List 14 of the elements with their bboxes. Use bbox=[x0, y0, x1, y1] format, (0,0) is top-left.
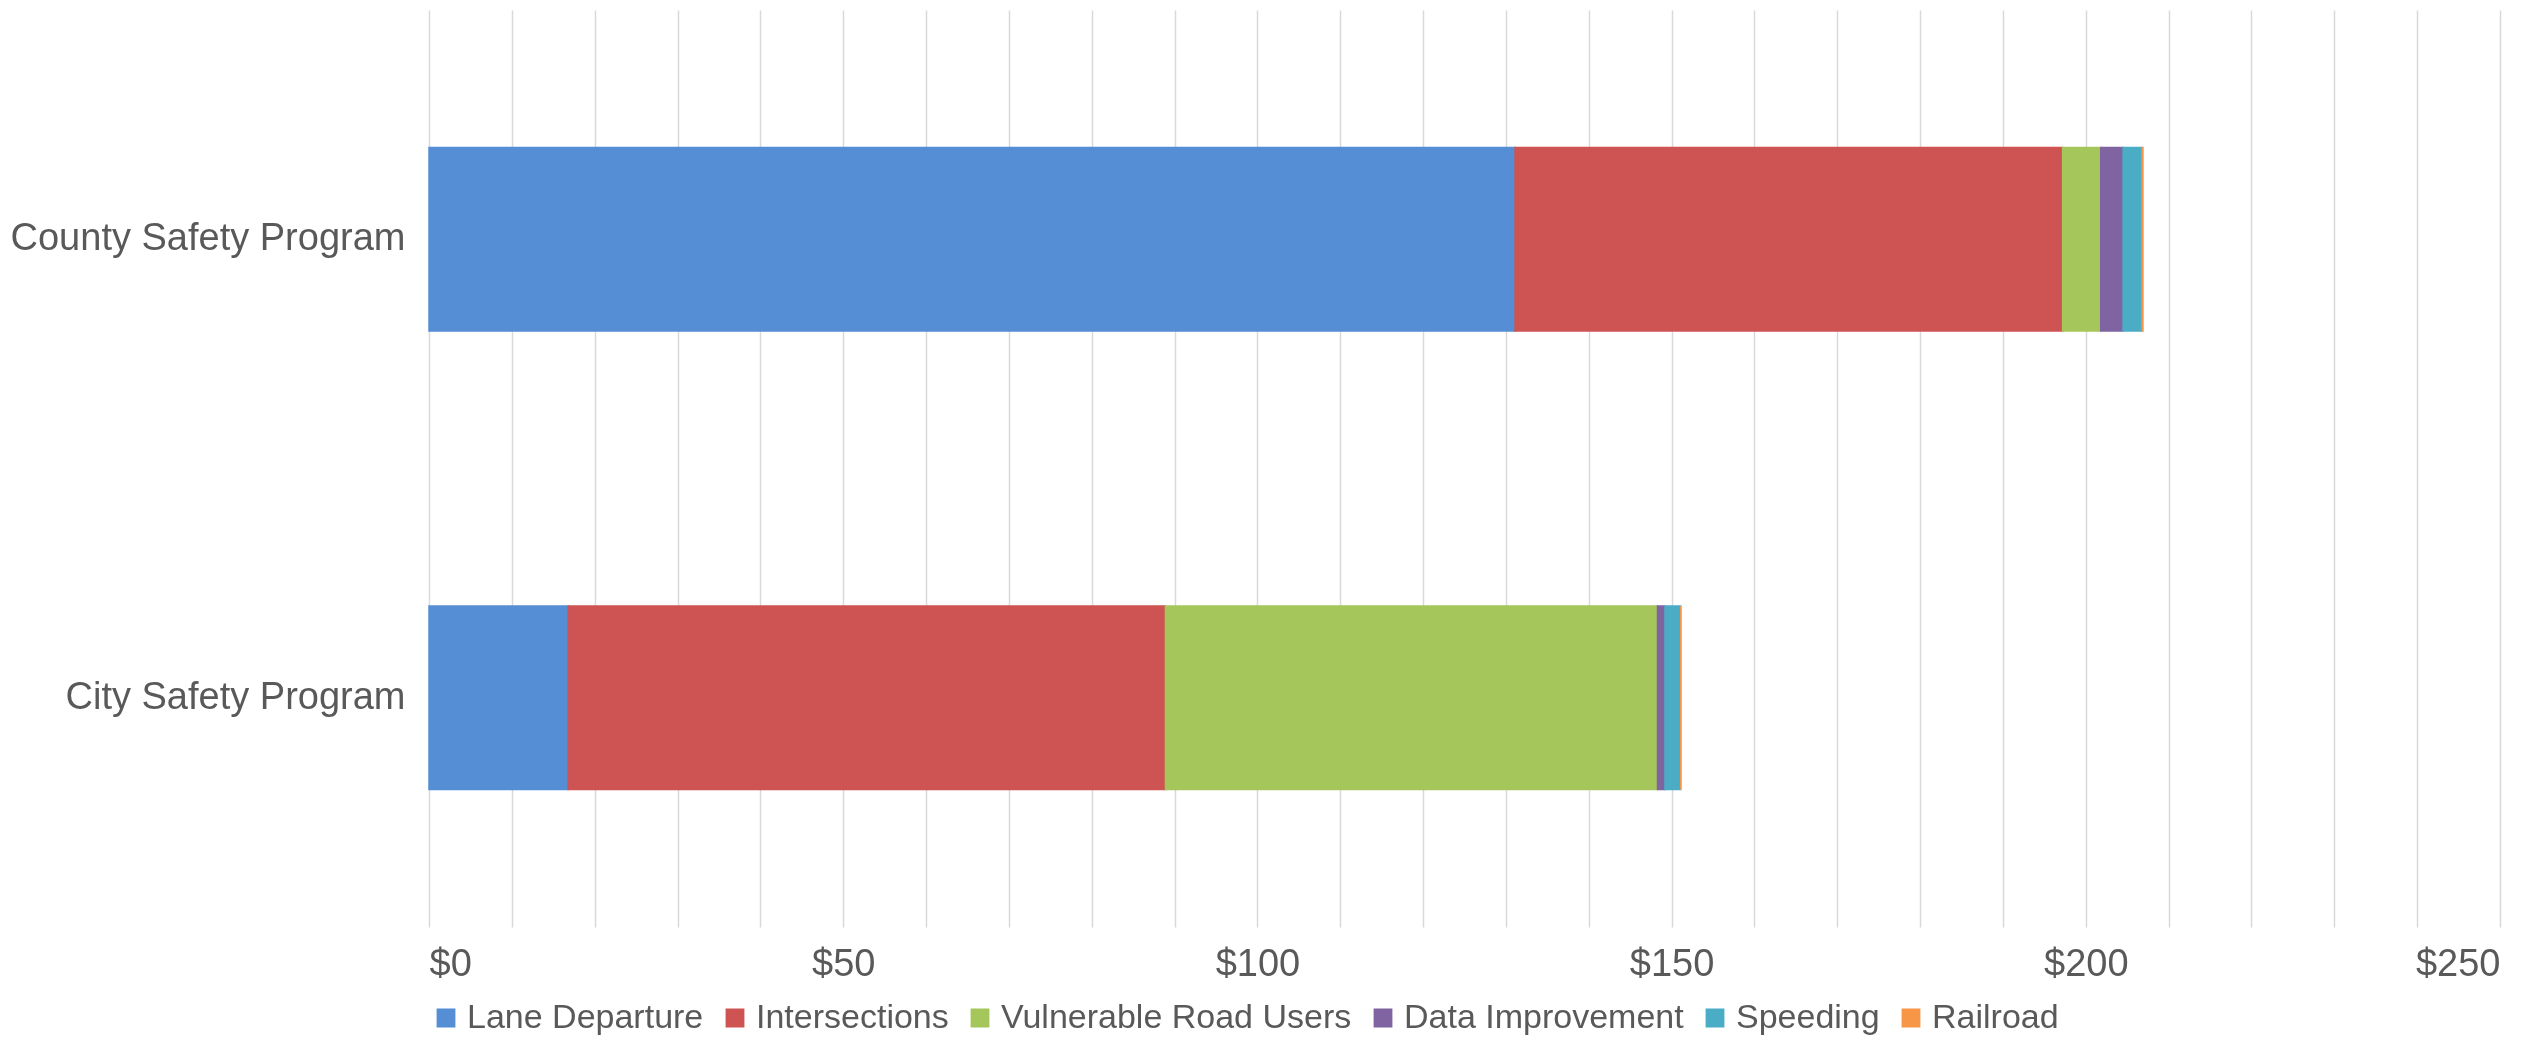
legend-label: Lane Departure bbox=[467, 997, 704, 1035]
x-tick-label: $150 bbox=[1629, 941, 1715, 984]
legend-label: Vulnerable Road Users bbox=[1001, 997, 1352, 1035]
y-tick-label: City Safety Program bbox=[65, 674, 406, 717]
x-tick-label: $250 bbox=[2415, 941, 2501, 984]
legend-label: Speeding bbox=[1736, 997, 1880, 1035]
y-tick-label: County Safety Program bbox=[10, 216, 406, 259]
legend-label: Intersections bbox=[756, 997, 949, 1035]
x-tick-label: $0 bbox=[429, 941, 472, 984]
x-tick-label: $50 bbox=[812, 941, 876, 984]
x-tick-label: $200 bbox=[2044, 941, 2129, 984]
legend-label: Railroad bbox=[1932, 997, 2059, 1035]
legend-label: Data Improvement bbox=[1404, 997, 1685, 1035]
x-tick-label: $100 bbox=[1215, 941, 1301, 984]
